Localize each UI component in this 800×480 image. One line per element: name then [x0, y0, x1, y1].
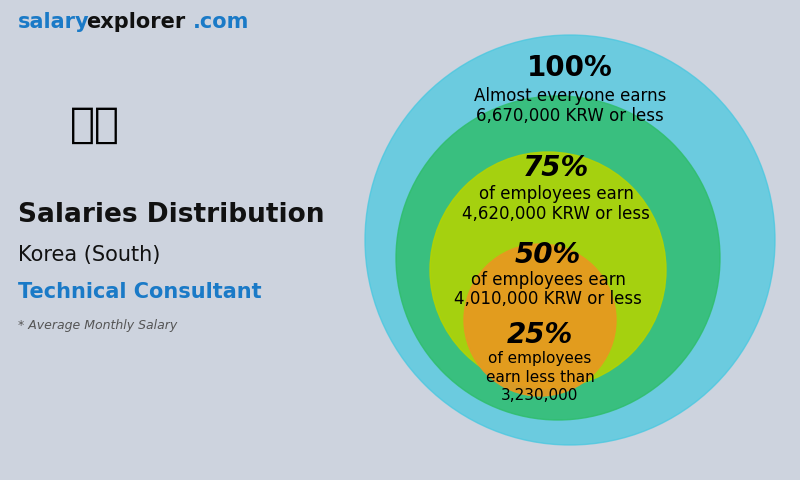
Text: Korea (South): Korea (South) — [18, 245, 160, 265]
Text: explorer: explorer — [86, 12, 186, 32]
Text: of employees: of employees — [488, 351, 592, 367]
Circle shape — [430, 152, 666, 388]
Text: 75%: 75% — [523, 154, 589, 182]
Text: of employees earn: of employees earn — [478, 185, 634, 203]
Text: Technical Consultant: Technical Consultant — [18, 282, 262, 302]
Text: of employees earn: of employees earn — [470, 271, 626, 289]
Text: earn less than: earn less than — [486, 370, 594, 384]
Circle shape — [464, 244, 616, 396]
Text: Almost everyone earns: Almost everyone earns — [474, 87, 666, 105]
Text: 3,230,000: 3,230,000 — [502, 387, 578, 403]
Text: 4,010,000 KRW or less: 4,010,000 KRW or less — [454, 290, 642, 308]
Text: 50%: 50% — [515, 241, 581, 269]
Text: * Average Monthly Salary: * Average Monthly Salary — [18, 319, 178, 332]
Text: 🇰🇷: 🇰🇷 — [70, 104, 120, 146]
Text: 4,620,000 KRW or less: 4,620,000 KRW or less — [462, 205, 650, 223]
Text: Salaries Distribution: Salaries Distribution — [18, 202, 325, 228]
Text: .com: .com — [193, 12, 250, 32]
Text: 6,670,000 KRW or less: 6,670,000 KRW or less — [476, 107, 664, 125]
Circle shape — [396, 96, 720, 420]
Text: 100%: 100% — [527, 54, 613, 82]
Text: 25%: 25% — [507, 321, 573, 349]
Circle shape — [365, 35, 775, 445]
Text: salary: salary — [18, 12, 90, 32]
